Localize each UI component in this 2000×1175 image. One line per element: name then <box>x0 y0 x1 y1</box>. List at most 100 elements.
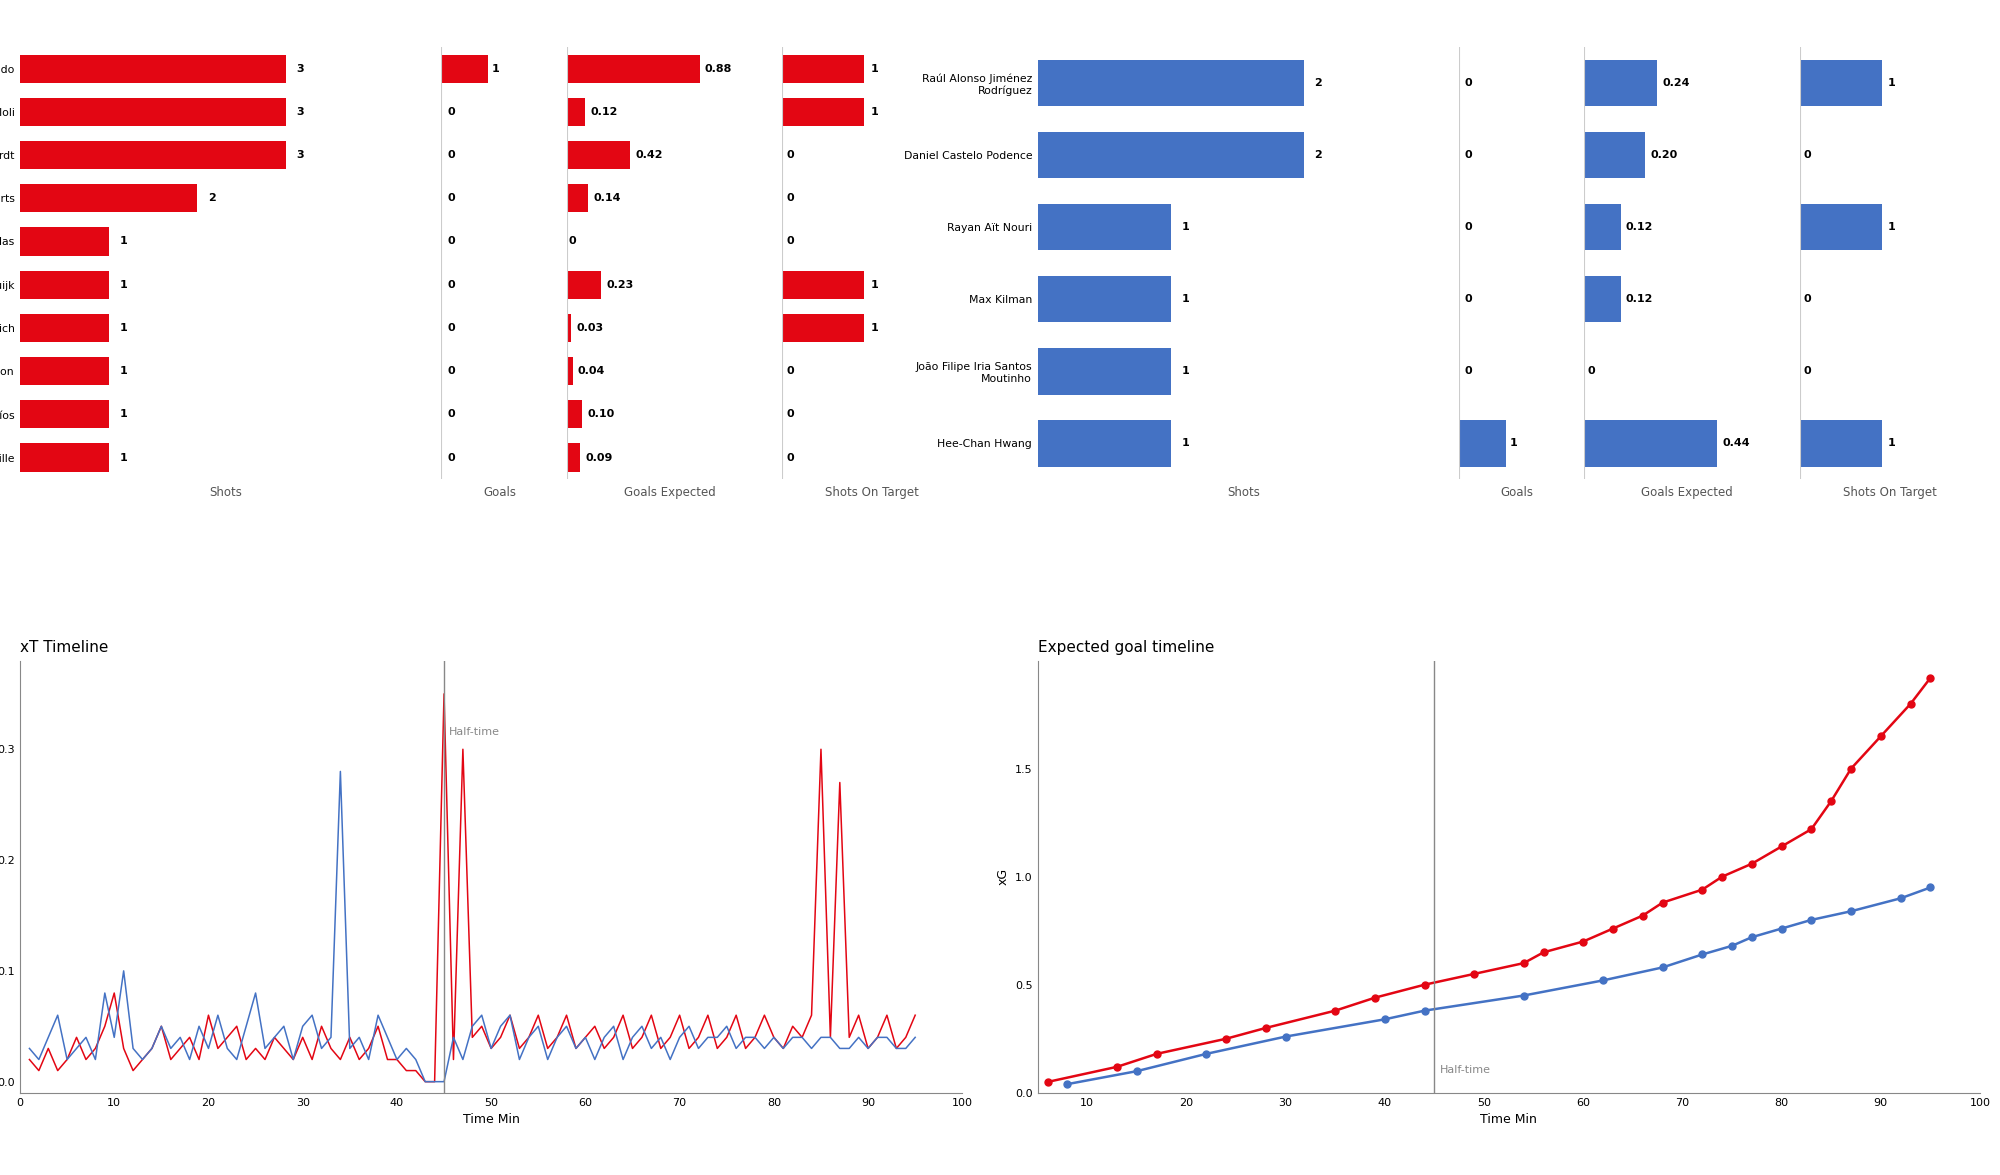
Bar <box>566 141 630 169</box>
Text: 3: 3 <box>296 150 304 160</box>
Text: Half-time: Half-time <box>1440 1066 1490 1075</box>
X-axis label: Shots: Shots <box>210 486 242 499</box>
Text: 1: 1 <box>1888 438 1896 448</box>
Text: 0: 0 <box>448 409 454 419</box>
X-axis label: Time Min: Time Min <box>462 1113 520 1126</box>
Text: 0.09: 0.09 <box>586 452 612 463</box>
Text: 1: 1 <box>120 323 128 333</box>
X-axis label: Goals: Goals <box>482 486 516 499</box>
Text: 1: 1 <box>120 409 128 419</box>
Text: 2: 2 <box>1314 78 1322 88</box>
Text: Expected goal timeline: Expected goal timeline <box>1038 640 1214 656</box>
Bar <box>782 54 864 82</box>
X-axis label: Shots: Shots <box>1228 486 1260 499</box>
Text: 0.12: 0.12 <box>590 107 618 116</box>
X-axis label: Goals: Goals <box>1500 486 1534 499</box>
Bar <box>782 314 864 342</box>
Text: 1: 1 <box>1182 438 1190 448</box>
Bar <box>20 401 108 429</box>
Text: 1: 1 <box>1888 222 1896 231</box>
Text: 3: 3 <box>296 107 304 116</box>
Bar <box>1460 419 1506 466</box>
Text: 3: 3 <box>296 63 304 74</box>
Text: 0: 0 <box>1464 78 1472 88</box>
Text: 0: 0 <box>448 280 454 290</box>
Bar <box>1038 419 1170 466</box>
Text: 0.88: 0.88 <box>704 63 732 74</box>
Text: 1: 1 <box>1182 367 1190 376</box>
Text: 0.12: 0.12 <box>1626 294 1654 304</box>
Bar <box>566 54 700 82</box>
X-axis label: Time Min: Time Min <box>1480 1113 1538 1126</box>
Bar <box>20 443 108 471</box>
Bar <box>1038 348 1170 395</box>
Text: 1: 1 <box>870 280 878 290</box>
Text: xT Timeline: xT Timeline <box>20 640 108 656</box>
Text: 1: 1 <box>1888 78 1896 88</box>
Text: 0: 0 <box>1464 222 1472 231</box>
Text: 0: 0 <box>1464 150 1472 160</box>
Bar <box>20 141 286 169</box>
Text: 0: 0 <box>1464 367 1472 376</box>
Bar <box>566 357 572 385</box>
Bar <box>566 270 602 298</box>
Bar <box>782 98 864 126</box>
Text: 1: 1 <box>1182 294 1190 304</box>
X-axis label: Goals Expected: Goals Expected <box>1642 486 1734 499</box>
Bar <box>20 357 108 385</box>
Text: 0: 0 <box>786 193 794 203</box>
Bar <box>1038 132 1304 179</box>
Text: 0: 0 <box>786 452 794 463</box>
Bar <box>1800 419 1882 466</box>
Bar <box>566 314 572 342</box>
Text: 1: 1 <box>1182 222 1190 231</box>
Bar <box>1038 203 1170 250</box>
Bar <box>566 184 588 213</box>
Bar <box>442 54 488 82</box>
Bar <box>1584 132 1644 179</box>
X-axis label: Shots On Target: Shots On Target <box>826 486 920 499</box>
Text: 0: 0 <box>786 150 794 160</box>
Bar <box>566 401 582 429</box>
Bar <box>1038 276 1170 322</box>
Text: 1: 1 <box>120 367 128 376</box>
Bar <box>1584 276 1620 322</box>
Bar <box>566 443 580 471</box>
Text: 0: 0 <box>448 323 454 333</box>
Bar <box>20 98 286 126</box>
Text: 2: 2 <box>1314 150 1322 160</box>
Bar <box>20 314 108 342</box>
Bar <box>1584 203 1620 250</box>
Text: 0.14: 0.14 <box>594 193 620 203</box>
Text: 0.20: 0.20 <box>1650 150 1678 160</box>
Text: 0: 0 <box>448 107 454 116</box>
Text: 0.04: 0.04 <box>578 367 606 376</box>
Bar <box>20 54 286 82</box>
Text: 0: 0 <box>448 367 454 376</box>
Text: 0: 0 <box>786 367 794 376</box>
Text: 1: 1 <box>870 107 878 116</box>
Text: 0.12: 0.12 <box>1626 222 1654 231</box>
Text: 0: 0 <box>1804 150 1812 160</box>
Text: Half-time: Half-time <box>448 727 500 737</box>
Y-axis label: xG: xG <box>996 868 1010 885</box>
Bar <box>20 228 108 255</box>
Text: 1: 1 <box>120 452 128 463</box>
Bar <box>1800 60 1882 107</box>
Text: 0: 0 <box>448 236 454 247</box>
Text: 1: 1 <box>870 323 878 333</box>
Text: 0: 0 <box>786 409 794 419</box>
Text: 0: 0 <box>448 150 454 160</box>
Text: 0: 0 <box>568 236 576 247</box>
Text: 0: 0 <box>1464 294 1472 304</box>
Bar <box>1584 419 1718 466</box>
Bar <box>1038 60 1304 107</box>
Text: 0: 0 <box>1804 294 1812 304</box>
Text: 0.42: 0.42 <box>636 150 662 160</box>
Text: 0.23: 0.23 <box>606 280 634 290</box>
Bar <box>20 184 198 213</box>
Text: 0: 0 <box>448 452 454 463</box>
Text: 1: 1 <box>492 63 500 74</box>
X-axis label: Goals Expected: Goals Expected <box>624 486 716 499</box>
Text: 0.44: 0.44 <box>1722 438 1750 448</box>
